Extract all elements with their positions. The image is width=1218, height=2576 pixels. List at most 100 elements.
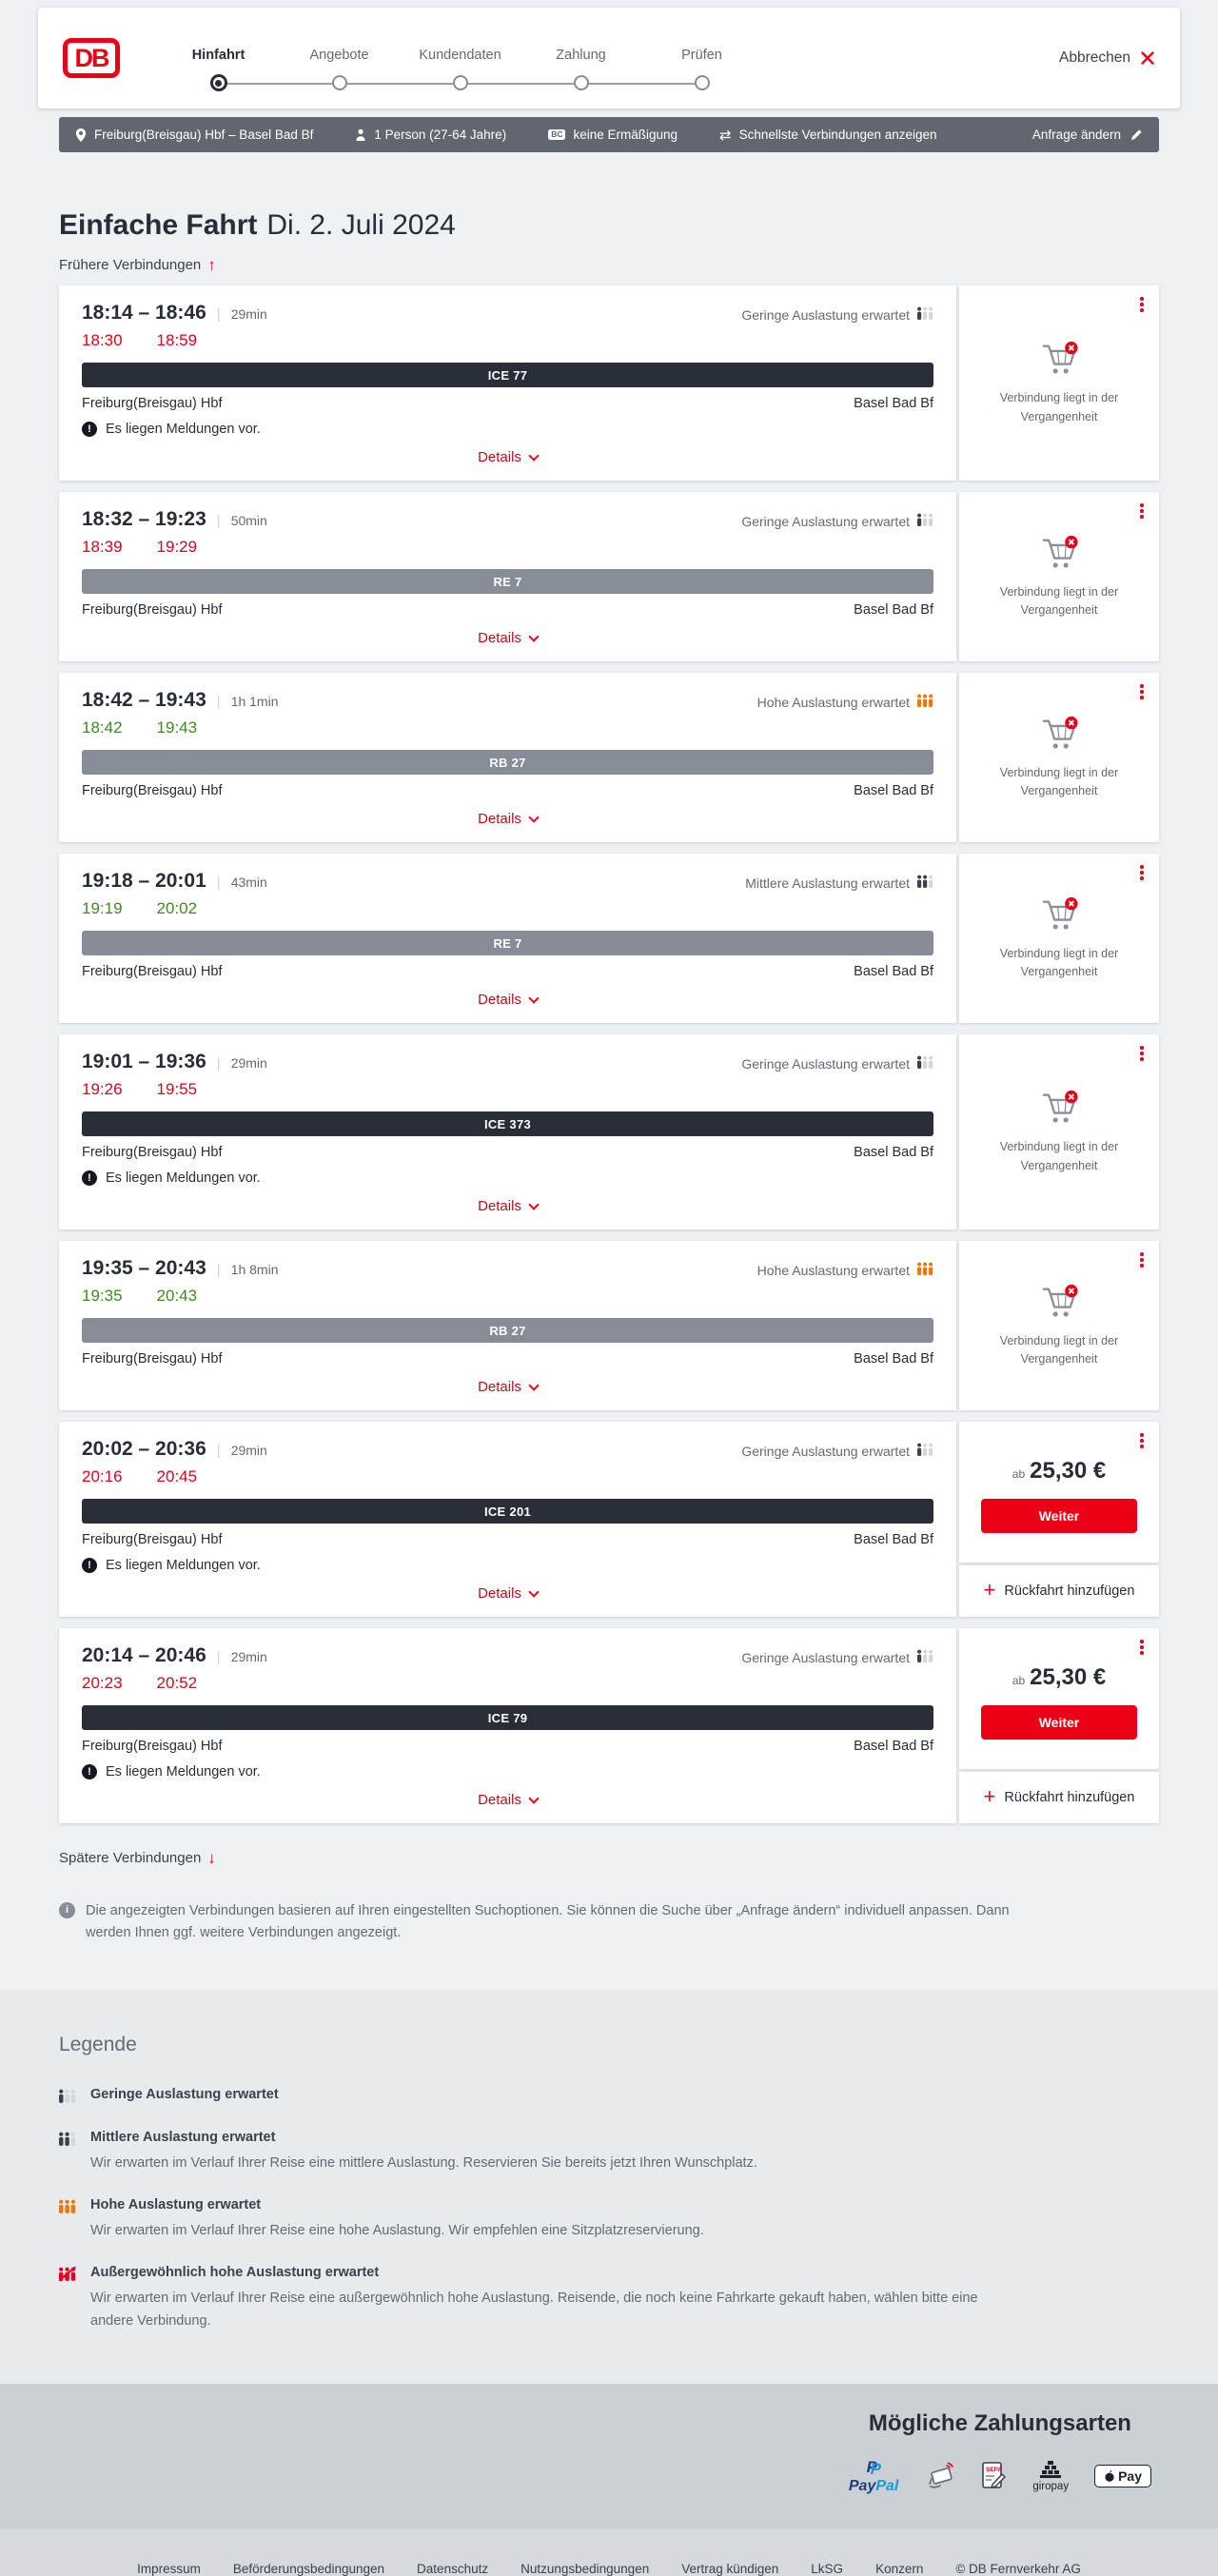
- arrival-station: Basel Bad Bf: [854, 964, 933, 979]
- legend-item-title: Außergewöhnlich hohe Auslastung erwartet: [90, 2265, 380, 2281]
- details-toggle[interactable]: Details: [474, 1377, 541, 1403]
- departure-station: Freiburg(Breisgau) Hbf: [82, 1532, 223, 1547]
- legend-item-low: Geringe Auslastung erwartet: [59, 2087, 1159, 2108]
- apple-pay-icon: Pay: [1094, 2465, 1151, 2488]
- price-prefix: ab: [1012, 1467, 1026, 1481]
- footer-link[interactable]: Konzern: [875, 2561, 924, 2576]
- occupancy-icon: [917, 1649, 933, 1665]
- duration: 29min: [230, 306, 267, 322]
- cancel-button[interactable]: Abbrechen: [1059, 49, 1155, 67]
- step-label: Zahlung: [556, 48, 606, 63]
- messages-label: Es liegen Meldungen vor.: [106, 1558, 261, 1573]
- footer-link[interactable]: Vertrag kündigen: [681, 2561, 779, 2576]
- realtime-times: 20:16 20:45: [82, 1467, 933, 1486]
- details-toggle[interactable]: Details: [474, 447, 541, 473]
- duration: 29min: [230, 1443, 267, 1458]
- footer-link[interactable]: Datenschutz: [417, 2561, 489, 2576]
- legend-item-medium: Mittlere Auslastung erwartet Wir erwarten…: [59, 2130, 1159, 2175]
- continue-button[interactable]: Weiter: [981, 1499, 1137, 1533]
- occupancy-label: Geringe Auslastung erwartet: [741, 1649, 910, 1665]
- arrival-station: Basel Bad Bf: [854, 602, 933, 618]
- options-menu-button[interactable]: [1137, 294, 1147, 315]
- separator: |: [216, 1055, 221, 1072]
- realtime-arrival: 19:29: [156, 538, 198, 556]
- occupancy-label: Geringe Auslastung erwartet: [741, 513, 910, 529]
- options-menu-button[interactable]: [1137, 1430, 1147, 1451]
- step-circle-icon: [331, 75, 347, 90]
- occupancy-indicator: Geringe Auslastung erwartet: [741, 1438, 933, 1459]
- details-toggle[interactable]: Details: [474, 990, 541, 1015]
- separator: |: [216, 1443, 221, 1459]
- footer-link[interactable]: Beförderungsbedingungen: [232, 2561, 385, 2576]
- occupancy-icon: [917, 875, 933, 891]
- options-menu-button[interactable]: [1137, 1249, 1147, 1270]
- past-connection-panel: Verbindung liegt in der Vergangenheit: [959, 1034, 1159, 1229]
- connection-main[interactable]: 19:35 – 20:43 | 1h 8min Hohe Auslastung …: [59, 1241, 956, 1410]
- options-menu-button[interactable]: [1137, 501, 1147, 521]
- details-toggle[interactable]: Details: [474, 628, 541, 654]
- connection-main[interactable]: 19:01 – 19:36 | 29min Geringe Auslastung…: [59, 1034, 956, 1229]
- occupancy-exceptional-icon: [58, 2265, 80, 2286]
- footer-link[interactable]: LkSG: [811, 2561, 844, 2576]
- add-return-button[interactable]: + Rückfahrt hinzufügen: [959, 1772, 1159, 1823]
- details-toggle[interactable]: Details: [474, 1196, 541, 1222]
- price: ab 25,30 €: [1012, 1458, 1106, 1485]
- occupancy-icon: [917, 1262, 933, 1278]
- chevron-down-icon: [528, 449, 540, 462]
- connection-actions: Verbindung liegt in der Vergangenheit: [959, 854, 1159, 1023]
- connection-actions: Verbindung liegt in der Vergangenheit: [959, 673, 1159, 842]
- later-connections-link[interactable]: Spätere Verbindungen ↓: [59, 1849, 216, 1867]
- continue-button[interactable]: Weiter: [981, 1705, 1137, 1740]
- connection-main[interactable]: 18:14 – 18:46 | 29min Geringe Auslastung…: [59, 285, 956, 481]
- realtime-departure: 19:26: [82, 1080, 123, 1098]
- legend-item-description: Wir erwarten im Verlauf Ihrer Reise eine…: [90, 2155, 757, 2172]
- step-circle-icon: [209, 74, 227, 91]
- step-prüfen[interactable]: Prüfen: [641, 48, 762, 91]
- footer-link[interactable]: Nutzungsbedingungen: [521, 2561, 650, 2576]
- options-menu-button[interactable]: [1137, 1637, 1147, 1658]
- details-toggle[interactable]: Details: [474, 1790, 541, 1816]
- alert-icon: !: [82, 1170, 97, 1186]
- connection-card: 18:32 – 19:23 | 50min Geringe Auslastung…: [59, 492, 1159, 661]
- options-menu-button[interactable]: [1137, 1043, 1147, 1064]
- realtime-arrival: 20:45: [156, 1467, 198, 1485]
- separator: |: [216, 1649, 221, 1665]
- time-range: 18:14 – 18:46: [82, 302, 206, 324]
- step-circle-icon: [573, 75, 589, 90]
- footer-link[interactable]: Impressum: [137, 2561, 201, 2576]
- earlier-connections-link[interactable]: Frühere Verbindungen ↑: [59, 256, 216, 274]
- details-toggle[interactable]: Details: [474, 1583, 541, 1609]
- connection-main[interactable]: 20:02 – 20:36 | 29min Geringe Auslastung…: [59, 1422, 956, 1617]
- price-panel: ab 25,30 € Weiter: [959, 1628, 1159, 1769]
- departure-station: Freiburg(Breisgau) Hbf: [82, 1351, 223, 1367]
- realtime-times: 19:35 20:43: [82, 1287, 933, 1306]
- add-return-button[interactable]: + Rückfahrt hinzufügen: [959, 1565, 1159, 1617]
- cancel-label: Abbrechen: [1059, 49, 1130, 66]
- step-zahlung[interactable]: Zahlung: [521, 48, 641, 91]
- trip-type: Einfache Fahrt: [59, 209, 258, 241]
- cart-past-icon: [1042, 342, 1078, 374]
- past-connection-text: Verbindung liegt in der Vergangenheit: [999, 584, 1119, 617]
- connection-main[interactable]: 18:32 – 19:23 | 50min Geringe Auslastung…: [59, 492, 956, 661]
- edit-search-button[interactable]: Anfrage ändern: [1032, 128, 1143, 142]
- price-value: 25,30 €: [1030, 1458, 1107, 1484]
- step-kundendaten[interactable]: Kundendaten: [400, 48, 521, 91]
- time-range: 19:35 – 20:43: [82, 1257, 206, 1279]
- occupancy-label: Mittlere Auslastung erwartet: [745, 875, 910, 891]
- details-toggle[interactable]: Details: [474, 809, 541, 835]
- bahncard-icon: BC: [548, 128, 566, 141]
- scheduled-times: 20:14 – 20:46 | 29min: [82, 1644, 267, 1667]
- chevron-down-icon: [528, 1792, 540, 1804]
- connection-main[interactable]: 20:14 – 20:46 | 29min Geringe Auslastung…: [59, 1628, 956, 1823]
- step-angebote[interactable]: Angebote: [279, 48, 400, 91]
- options-menu-button[interactable]: [1137, 681, 1147, 702]
- connection-main[interactable]: 19:18 – 20:01 | 43min Mittlere Auslastun…: [59, 854, 956, 1023]
- occupancy-icon: [917, 306, 933, 323]
- connection-actions: Verbindung liegt in der Vergangenheit: [959, 1034, 1159, 1229]
- realtime-times: 19:19 20:02: [82, 899, 933, 918]
- options-menu-button[interactable]: [1137, 862, 1147, 883]
- connection-main[interactable]: 18:42 – 19:43 | 1h 1min Hohe Auslastung …: [59, 673, 956, 842]
- step-hinfahrt[interactable]: Hinfahrt: [158, 48, 279, 91]
- past-connection-text: Verbindung liegt in der Vergangenheit: [999, 1333, 1119, 1366]
